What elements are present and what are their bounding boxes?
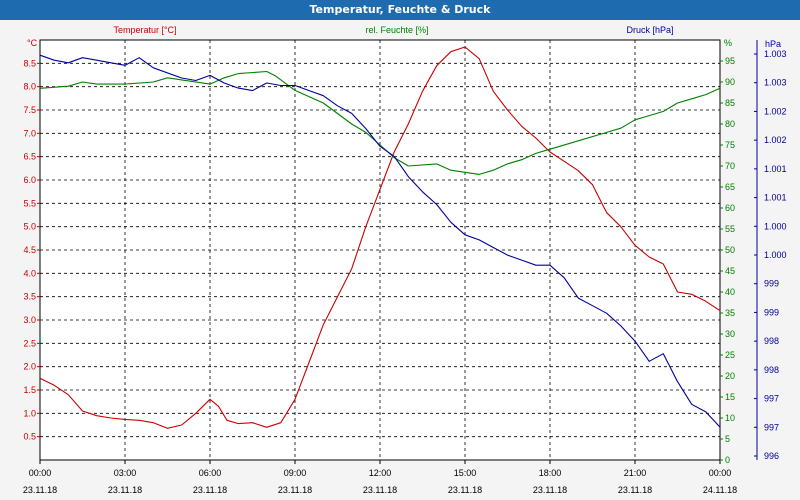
humidity-axis-title: rel. Feuchte [%]	[365, 25, 428, 35]
temperature-unit-label: °C	[27, 38, 38, 48]
humidity-series-line	[39, 70, 721, 175]
temperature-tick-label: 6.0	[23, 175, 36, 185]
x-tick-label-time: 21:00	[624, 468, 647, 478]
temperature-tick-label: 5.0	[23, 222, 36, 232]
humidity-tick-label: 40	[725, 287, 735, 297]
temperature-tick-label: 0.5	[23, 432, 36, 442]
pressure-unit-label: hPa	[765, 39, 781, 49]
humidity-tick-label: 75	[725, 140, 735, 150]
pressure-tick-label: 997	[764, 394, 779, 404]
x-tick-label-date: 23.11.18	[533, 485, 567, 495]
humidity-tick-label: 50	[725, 245, 735, 255]
temperature-tick-label: 3.0	[23, 315, 36, 325]
humidity-tick-label: 80	[725, 119, 735, 129]
x-tick-label-time: 18:00	[539, 468, 562, 478]
pressure-tick-label: 996	[764, 451, 779, 461]
humidity-tick-label: 35	[725, 308, 735, 318]
x-tick-label-time: 00:00	[709, 468, 732, 478]
x-tick-label-date: 23.11.18	[23, 485, 57, 495]
temperature-tick-label: 1.0	[23, 408, 36, 418]
temperature-tick-label: 7.5	[23, 105, 36, 115]
x-tick-label-time: 12:00	[369, 468, 392, 478]
x-tick-label-date: 23.11.18	[363, 485, 397, 495]
temperature-tick-label: 1.5	[23, 385, 36, 395]
temperature-series-line	[39, 46, 721, 429]
x-tick-label-date: 23.11.18	[448, 485, 482, 495]
temperature-tick-label: 8.0	[23, 82, 36, 92]
pressure-tick-label: 999	[764, 307, 779, 317]
temperature-tick-label: 2.5	[23, 338, 36, 348]
humidity-tick-label: 10	[725, 413, 735, 423]
x-tick-label-date: 23.11.18	[618, 485, 652, 495]
temperature-tick-label: 8.5	[23, 58, 36, 68]
humidity-tick-label: 65	[725, 182, 735, 192]
humidity-tick-label: 85	[725, 98, 735, 108]
x-tick-label-time: 00:00	[29, 468, 52, 478]
temperature-axis-title: Temperatur [°C]	[113, 25, 176, 35]
pressure-tick-label: 998	[764, 365, 779, 375]
humidity-tick-label: 15	[725, 392, 735, 402]
pressure-tick-label: 997	[764, 422, 779, 432]
humidity-tick-label: 20	[725, 371, 735, 381]
humidity-tick-label: 5	[725, 434, 730, 444]
pressure-tick-label: 1.002	[764, 106, 787, 116]
temperature-tick-label: 3.5	[23, 292, 36, 302]
x-tick-label-date: 24.11.18	[703, 485, 737, 495]
pressure-tick-label: 1.000	[764, 250, 787, 260]
humidity-tick-label: 25	[725, 350, 735, 360]
chart-plot: 00:00 23.11.18 03:00 23.11.18 06:00 23.11.18 0…	[23, 25, 787, 495]
humidity-tick-label: 60	[725, 203, 735, 213]
temperature-tick-label: 7.0	[23, 128, 36, 138]
humidity-tick-label: 30	[725, 329, 735, 339]
humidity-tick-label: 45	[725, 266, 735, 276]
humidity-tick-label: 70	[725, 161, 735, 171]
x-tick-label-time: 15:00	[454, 468, 477, 478]
pressure-tick-label: 998	[764, 336, 779, 346]
pressure-axis-title: Druck [hPa]	[626, 25, 673, 35]
x-tick-label-time: 03:00	[114, 468, 137, 478]
x-tick-label-time: 06:00	[199, 468, 222, 478]
temperature-tick-label: 4.0	[23, 268, 36, 278]
humidity-unit-label: %	[724, 38, 732, 48]
pressure-tick-label: 999	[764, 279, 779, 289]
pressure-tick-label: 1.002	[764, 135, 787, 145]
temperature-tick-label: 2.0	[23, 362, 36, 372]
x-tick-label-time: 09:00	[284, 468, 307, 478]
humidity-tick-label: 90	[725, 77, 735, 87]
temperature-tick-label: 4.5	[23, 245, 36, 255]
pressure-series-line	[39, 54, 721, 428]
pressure-tick-label: 1.000	[764, 221, 787, 231]
x-tick-label-date: 23.11.18	[278, 485, 312, 495]
x-tick-label-date: 23.11.18	[193, 485, 227, 495]
temperature-tick-label: 6.5	[23, 152, 36, 162]
pressure-tick-label: 1.003	[764, 49, 787, 59]
x-tick-label-date: 23.11.18	[108, 485, 142, 495]
humidity-tick-label: 55	[725, 224, 735, 234]
humidity-tick-label: 0	[725, 455, 730, 465]
pressure-tick-label: 1.003	[764, 78, 787, 88]
temperature-tick-label: 5.5	[23, 198, 36, 208]
chart-title: Temperatur, Feuchte & Druck	[0, 0, 800, 20]
humidity-tick-label: 95	[725, 56, 735, 66]
pressure-tick-label: 1.001	[764, 193, 787, 203]
pressure-tick-label: 1.001	[764, 164, 787, 174]
